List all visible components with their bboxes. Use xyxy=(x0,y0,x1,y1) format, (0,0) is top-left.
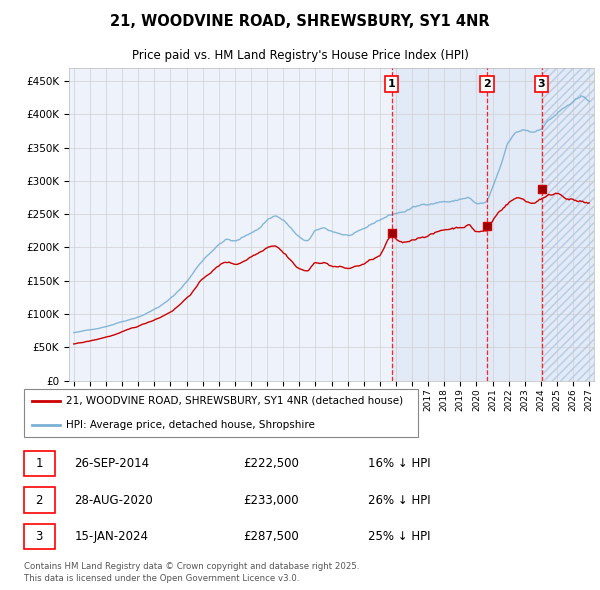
Bar xyxy=(542,68,594,381)
Text: 2: 2 xyxy=(483,79,491,88)
Bar xyxy=(542,68,594,381)
Bar xyxy=(392,68,594,381)
Text: 3: 3 xyxy=(538,79,545,88)
Text: £222,500: £222,500 xyxy=(244,457,299,470)
Text: 3: 3 xyxy=(35,530,43,543)
Text: £233,000: £233,000 xyxy=(244,493,299,507)
Text: 25% ↓ HPI: 25% ↓ HPI xyxy=(368,530,430,543)
Text: 26% ↓ HPI: 26% ↓ HPI xyxy=(368,493,430,507)
Text: HPI: Average price, detached house, Shropshire: HPI: Average price, detached house, Shro… xyxy=(66,420,315,430)
FancyBboxPatch shape xyxy=(23,524,55,549)
Text: 1: 1 xyxy=(35,457,43,470)
FancyBboxPatch shape xyxy=(23,451,55,476)
Text: 21, WOODVINE ROAD, SHREWSBURY, SY1 4NR (detached house): 21, WOODVINE ROAD, SHREWSBURY, SY1 4NR (… xyxy=(66,396,403,406)
Text: 16% ↓ HPI: 16% ↓ HPI xyxy=(368,457,430,470)
FancyBboxPatch shape xyxy=(23,487,55,513)
Text: £287,500: £287,500 xyxy=(244,530,299,543)
Text: 28-AUG-2020: 28-AUG-2020 xyxy=(74,493,153,507)
Text: 1: 1 xyxy=(388,79,395,88)
FancyBboxPatch shape xyxy=(23,389,418,437)
Text: 21, WOODVINE ROAD, SHREWSBURY, SY1 4NR: 21, WOODVINE ROAD, SHREWSBURY, SY1 4NR xyxy=(110,14,490,28)
Text: Price paid vs. HM Land Registry's House Price Index (HPI): Price paid vs. HM Land Registry's House … xyxy=(131,49,469,62)
Text: 2: 2 xyxy=(35,493,43,507)
Text: 15-JAN-2024: 15-JAN-2024 xyxy=(74,530,148,543)
Text: 26-SEP-2014: 26-SEP-2014 xyxy=(74,457,149,470)
Text: Contains HM Land Registry data © Crown copyright and database right 2025.
This d: Contains HM Land Registry data © Crown c… xyxy=(23,562,359,583)
